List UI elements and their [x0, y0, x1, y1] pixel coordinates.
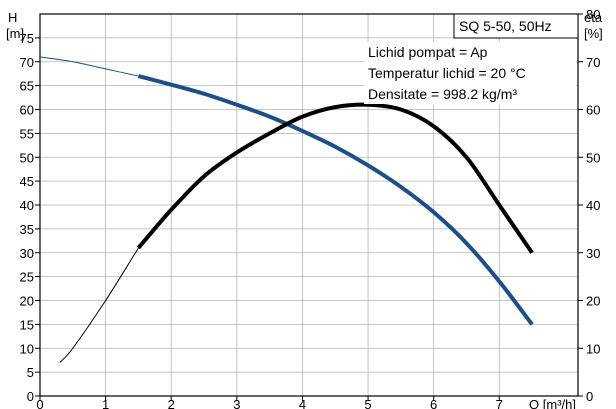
- y-left-tick-label: 50: [20, 150, 34, 165]
- y-right-tick-label: 10: [586, 341, 600, 356]
- y-left-tick-label: 20: [20, 294, 34, 309]
- y-left-label-h: H: [8, 10, 17, 25]
- y-left-axis-ticks: 0 5 10 15 20 25 30 35 40 45 50 55 60 65 70 75: [20, 31, 40, 404]
- curves: [39, 56, 534, 363]
- y-left-tick-label: 30: [20, 246, 34, 261]
- y-left-tick-label: 65: [20, 79, 34, 94]
- y-right-label-unit: [%]: [584, 26, 603, 41]
- y-right-tick-label: 0: [586, 389, 593, 404]
- y-right-tick-label: 80: [586, 7, 600, 22]
- y-left-tick-label: 40: [20, 198, 34, 213]
- y-left-tick-label: 5: [27, 365, 34, 380]
- head-curve-bold: [137, 74, 534, 326]
- legend-box: SQ 5-50, 50Hz Lichid pompat = Ap Tempera…: [364, 13, 579, 104]
- y-left-tick-label: 45: [20, 174, 34, 189]
- x-tick-label: 1: [102, 397, 109, 409]
- y-left-tick-label: 15: [20, 317, 34, 332]
- y-right-tick-label: 70: [586, 55, 600, 70]
- y-left-tick-label: 60: [20, 103, 34, 118]
- info-line-fluid: Lichid pompat = Ap: [368, 44, 488, 60]
- x-tick-label: 0: [36, 397, 43, 409]
- efficiency-curve-thin: [59, 247, 139, 363]
- y-left-tick-label: 0: [27, 389, 34, 404]
- y-right-tick-label: 50: [586, 150, 600, 165]
- x-tick-label: 5: [364, 397, 371, 409]
- y-left-label-unit: [m]: [6, 26, 24, 41]
- x-tick-label: 6: [430, 397, 437, 409]
- y-right-label-eta: eta: [584, 10, 603, 25]
- y-left-tick-label: 10: [20, 341, 34, 356]
- x-axis-ticks: 0 1 2 3 4 5 6 7: [36, 396, 503, 409]
- x-tick-label: 3: [233, 397, 240, 409]
- x-tick-label: 2: [168, 397, 175, 409]
- y-left-tick-label: 35: [20, 222, 34, 237]
- info-box-bg: [364, 42, 576, 104]
- y-left-tick-label: 25: [20, 270, 34, 285]
- y-left-tick-label: 55: [20, 126, 34, 141]
- y-right-tick-label: 30: [586, 246, 600, 261]
- x-axis-label: Q [m³/h]: [529, 397, 576, 409]
- head-curve-thin: [39, 56, 139, 77]
- x-tick-label: 4: [299, 397, 306, 409]
- chart-title: SQ 5-50, 50Hz: [459, 18, 552, 34]
- x-tick-label: 7: [496, 397, 503, 409]
- y-left-tick-label: 75: [20, 31, 34, 46]
- y-right-tick-label: 60: [586, 103, 600, 118]
- y-right-axis-ticks: 0102030405060708090100: [578, 7, 600, 404]
- info-line-temperature: Temperatur lichid = 20 °C: [368, 65, 526, 81]
- title-box: [453, 13, 579, 39]
- efficiency-curve-bold: [136, 102, 534, 254]
- info-line-density: Densitate = 998.2 kg/m³: [368, 86, 517, 102]
- y-right-tick-label: 20: [586, 294, 600, 309]
- y-right-tick-label: 40: [586, 198, 600, 213]
- y-left-tick-label: 70: [20, 55, 34, 70]
